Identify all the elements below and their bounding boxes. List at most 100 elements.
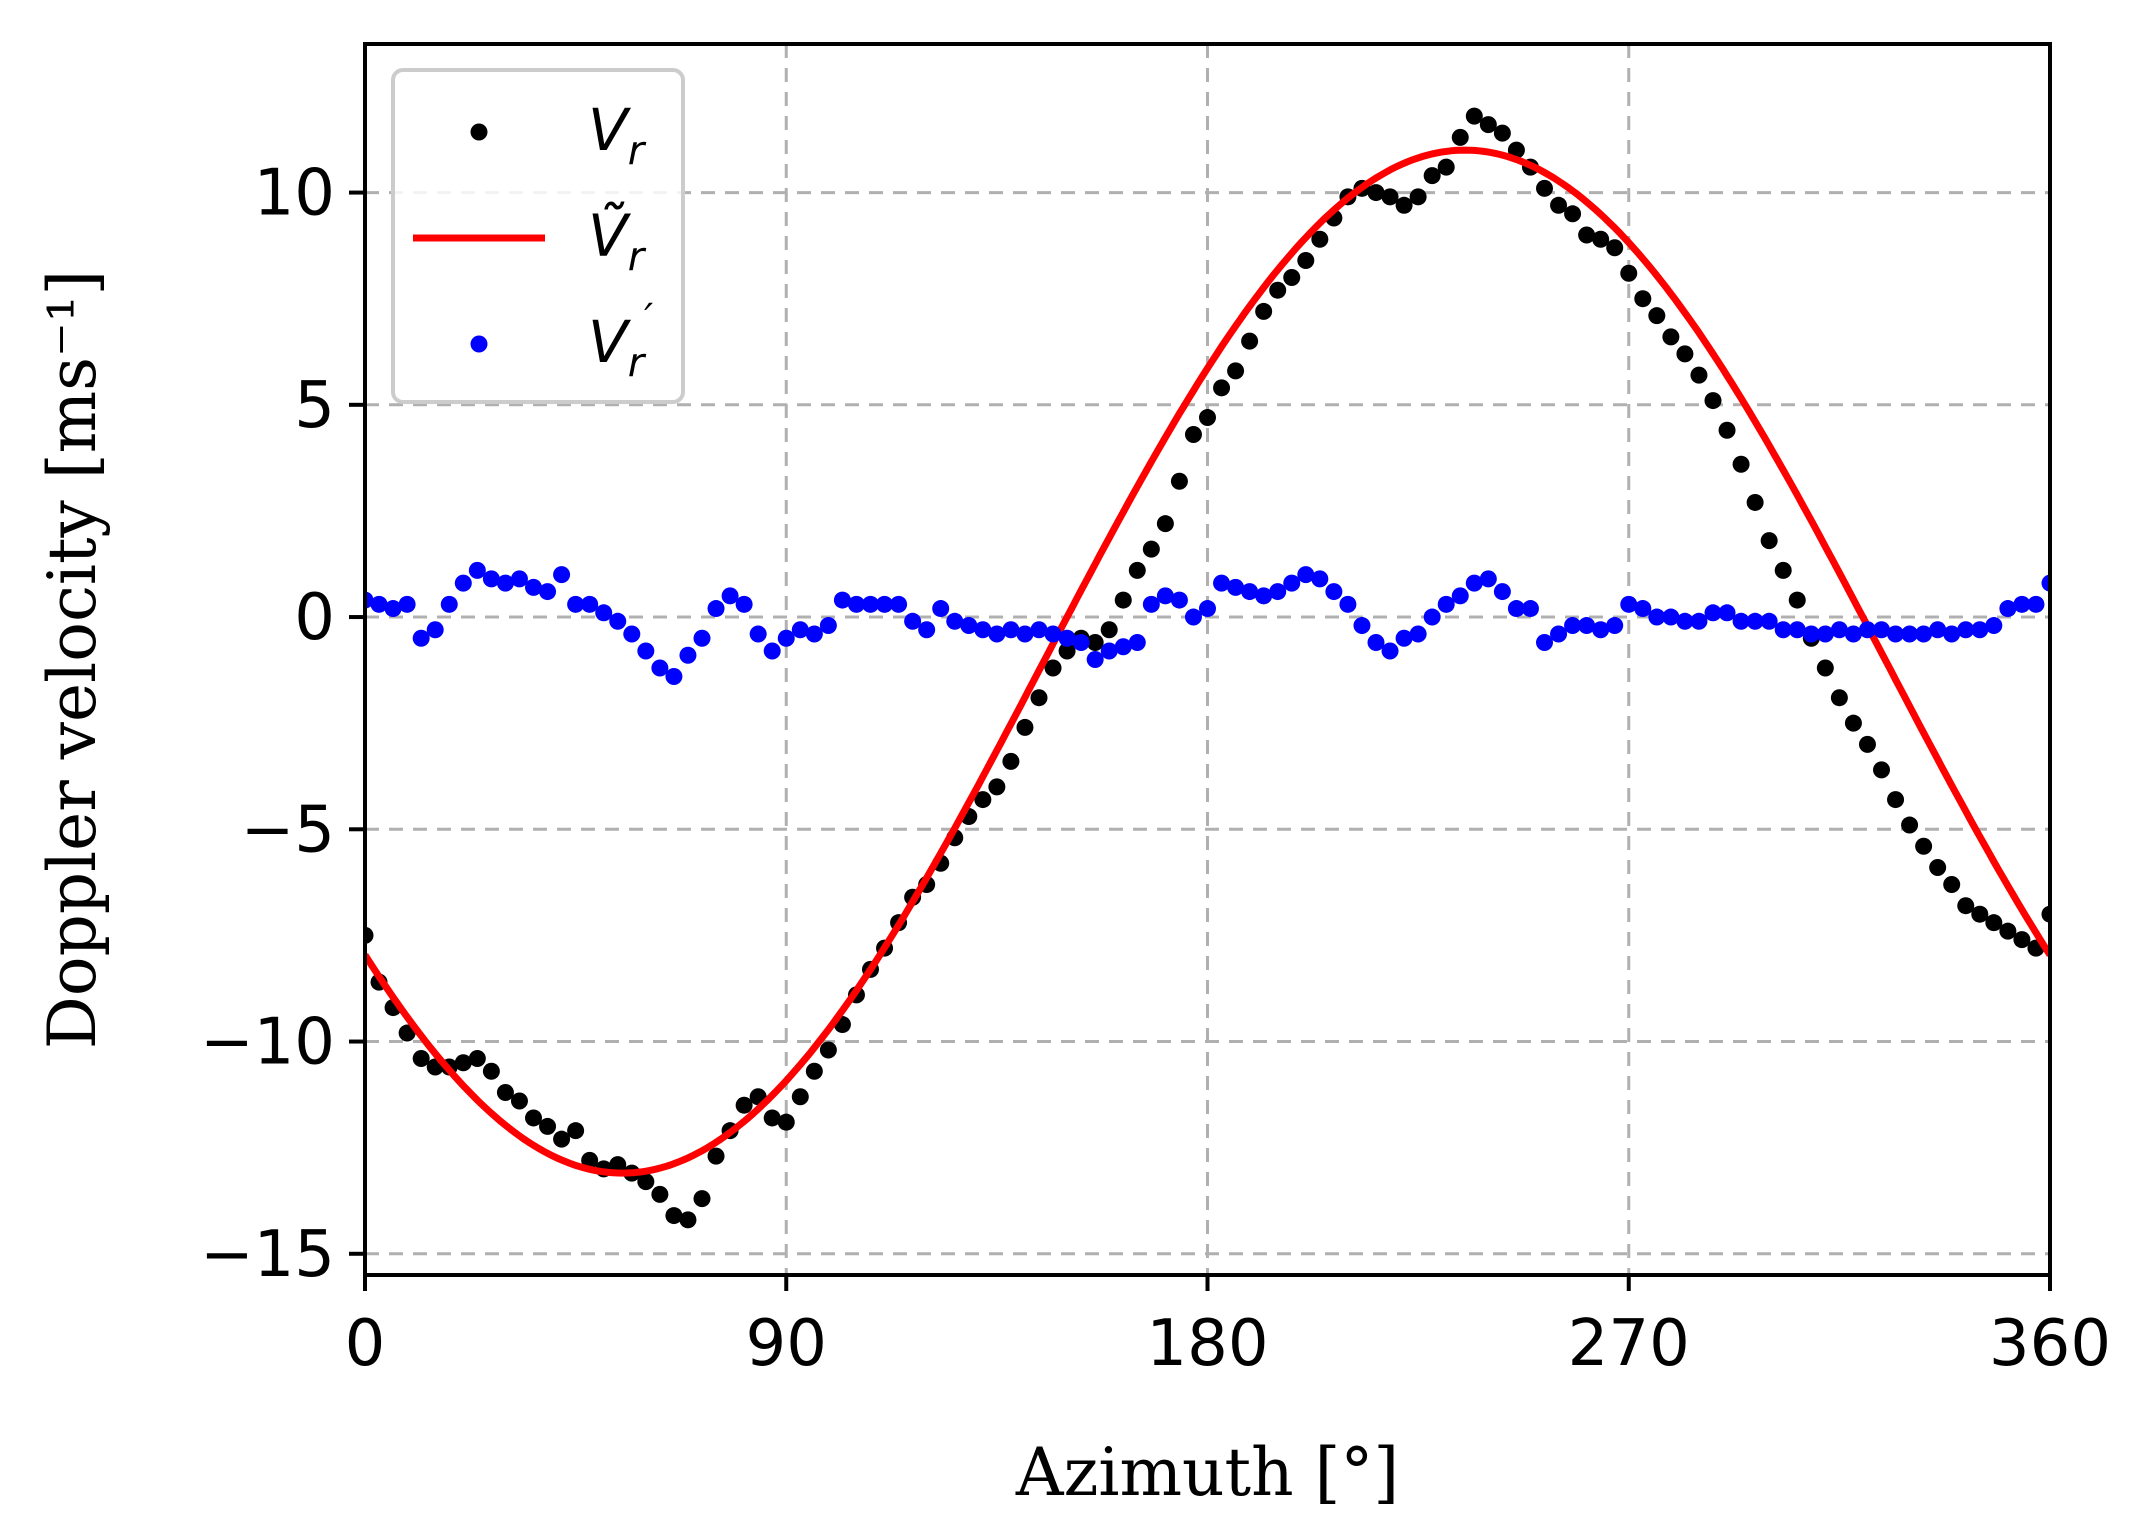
vr-point [1648,307,1666,325]
vr-prime-point [1100,642,1118,660]
vr-point [1536,179,1553,197]
vr-prime-point [440,595,458,613]
vr-point [510,1092,528,1110]
vr-point [637,1173,655,1191]
vr-point [1269,281,1287,299]
vr-prime-point [791,621,809,639]
vr-prime-point [1971,621,1989,639]
vr-point [1114,591,1132,609]
x-tick-label: 180 [1146,1307,1268,1381]
y-tick-label: −10 [200,1006,335,1080]
vr-prime-point [623,625,641,643]
vr-prime-point [1760,612,1778,630]
vr-prime-point [553,566,571,584]
vr-point [1465,107,1483,125]
vr-point [1985,914,2003,932]
vr-point [1971,905,1989,923]
vr-point [679,1211,697,1229]
vr-point [1156,515,1174,533]
vr-prime-point [1550,625,1568,643]
vr-prime-point [637,642,655,660]
vr-prime-point [960,617,978,635]
vr-prime-point [1311,570,1329,588]
vr-prime-point [581,595,599,613]
vr-prime-point [833,591,851,609]
vr-prime-point [1269,583,1287,601]
vr-point [1395,196,1413,214]
vr-point [1634,290,1652,308]
legend-entry-label: Vr′ [588,296,653,386]
vr-point [1507,141,1525,159]
plot-frame [363,42,2052,1277]
vr-prime-point [1873,621,1890,639]
vr-prime-point [1746,612,1764,630]
legend-dot-marker [470,123,488,141]
axis-ticks: 0 90 180 270 360 10 5 0 −5 −10 −15 [200,157,2111,1381]
vr-point [1086,634,1104,652]
vr-point [1943,875,1961,893]
vr-prime-point [1704,604,1722,622]
vr-point [988,778,1006,796]
vr-prime-point [1114,638,1132,656]
y-tick-label: −5 [241,793,335,867]
vr-prime-point [1732,612,1750,630]
vr-prime-point [1086,651,1104,668]
vr-point [763,1109,781,1127]
vr-prime-point [1606,617,1624,635]
legend-dot-marker [470,335,488,353]
vr-prime-point [1648,608,1666,626]
vr-point [735,1096,753,1114]
vr-point [1704,392,1722,410]
vr-point [412,1050,430,1068]
vr-prime-point [904,612,922,630]
vr-prime-point [1128,634,1146,652]
vr-prime-point [1662,608,1680,626]
vr-point [791,1088,809,1106]
vr-prime-point [370,595,388,613]
vr-prime-point [510,570,528,588]
vr-prime-point [1409,625,1427,643]
vr-prime-point [1943,625,1961,643]
vr-point [1100,621,1118,639]
vr-prime-point [974,621,992,639]
vr-point [1297,251,1315,269]
vr-prime-point [1479,570,1497,588]
vr-point [2013,931,2031,949]
vr-point [482,1062,500,1080]
vr-point [707,1147,725,1165]
vr-prime-point [988,625,1006,643]
vr-prime-point [1381,642,1399,660]
vr-point [777,1113,795,1131]
vr-prime-point [735,595,753,613]
vr-point [1409,188,1427,206]
vr-prime-point [1915,625,1933,643]
vr-prime-point [595,604,613,622]
vr-point [1184,426,1202,444]
vr-prime-point [1044,625,1062,643]
vr-point [1676,345,1694,363]
vr-prime-point [398,595,416,613]
vr-prime-point [1353,617,1371,635]
vr-point [468,1050,486,1068]
vr-prime-point [525,578,542,596]
vr-prime-point [1170,591,1188,609]
vr-prime-point [1536,634,1553,652]
vr-prime-point [1367,634,1385,652]
vr-point [1283,268,1301,286]
vr-prime-point [1465,574,1483,592]
vr-prime-point [1578,617,1596,635]
vr-prime-point [932,600,950,618]
vr-prime-point [1199,600,1216,618]
legend-entry-label: Vr [588,96,647,174]
vr-point [651,1185,669,1203]
vr-prime-point [805,625,823,643]
vr-prime-point [1788,621,1806,639]
vr-point [2041,905,2050,923]
vr-prime-point [1437,595,1455,613]
vr-point [1929,858,1947,876]
vr-prime-point [876,595,894,613]
vr-point [1381,188,1399,206]
legend: Vr Ṽr Vr′ [391,68,685,404]
vr-prime-point [1634,600,1652,618]
vr-point [1957,897,1975,915]
